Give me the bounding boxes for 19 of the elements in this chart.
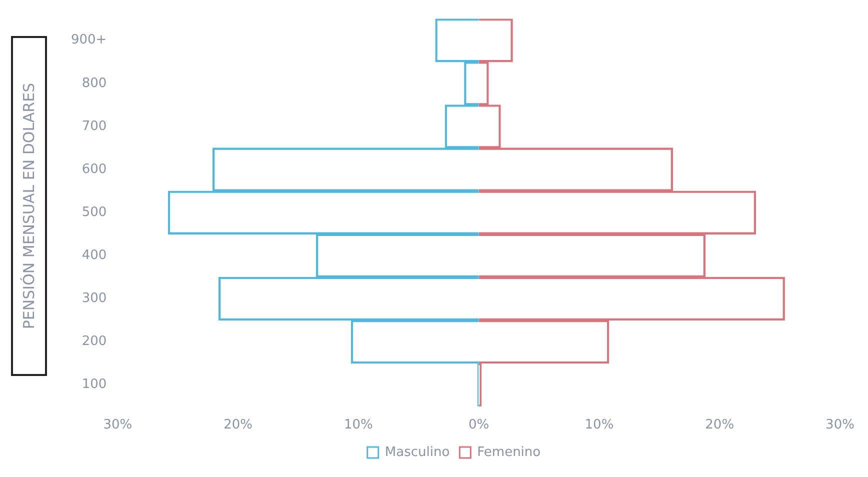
x-tick-label: 10% <box>584 418 614 433</box>
x-tick-label: 0% <box>468 418 490 433</box>
legend-label: Femenino <box>477 444 541 460</box>
y-tick-label: 700 <box>82 118 107 134</box>
y-axis-title: PENSIÓN MENSUAL EN DOLARES <box>20 82 38 330</box>
y-tick-label: 500 <box>82 204 107 220</box>
y-tick-label: 300 <box>82 291 107 306</box>
x-tick-label: 10% <box>344 418 373 433</box>
legend-label: Masculino <box>384 444 450 460</box>
y-tick-label: 200 <box>82 334 107 350</box>
y-tick-label: 600 <box>82 162 107 177</box>
x-tick-label: 30% <box>103 418 132 433</box>
y-tick-label: 800 <box>82 76 107 91</box>
y-tick-label: 100 <box>82 377 107 392</box>
x-tick-label: 20% <box>705 418 734 433</box>
x-tick-label: 30% <box>826 418 854 433</box>
x-tick-label: 20% <box>224 418 253 433</box>
y-tick-label: 400 <box>82 248 107 264</box>
y-tick-label: 900+ <box>70 32 107 48</box>
